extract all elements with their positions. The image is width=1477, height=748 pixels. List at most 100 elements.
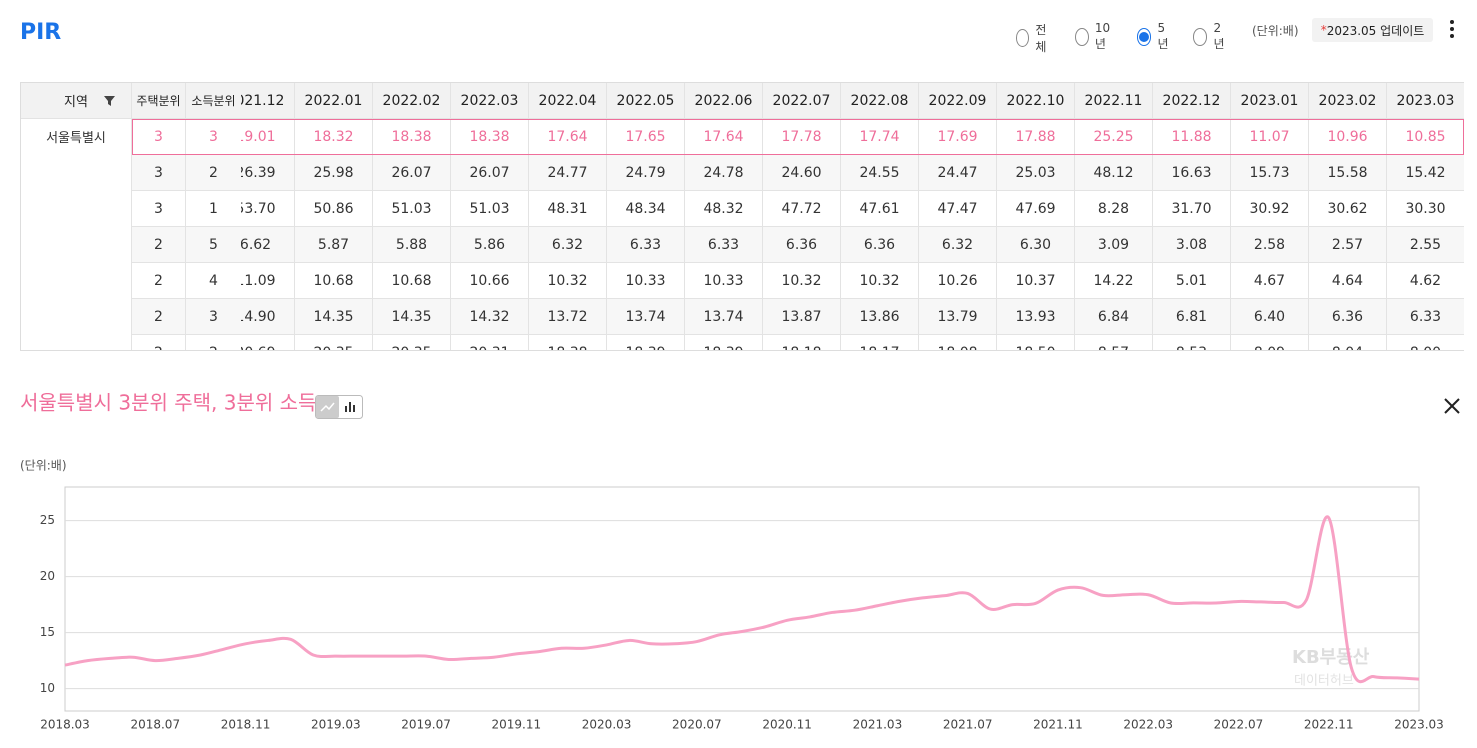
value-cell: 6.32 — [919, 227, 997, 263]
value-cell: 14.22 — [1075, 263, 1153, 299]
period-radio[interactable]: 2년 — [1193, 21, 1228, 52]
watermark: 데이터허브 — [1294, 674, 1354, 689]
value-cell: 48.12 — [1075, 155, 1153, 191]
value-cell: 14.35 — [373, 299, 451, 335]
value-cell: 6.36 — [841, 227, 919, 263]
value-cell: 4.62 — [1387, 263, 1464, 299]
house-cell: 2 — [132, 335, 186, 350]
y-tick-label: 25 — [40, 513, 55, 527]
value-cell: 17.64 — [529, 119, 607, 155]
radio-circle — [1137, 27, 1152, 46]
value-cell: 11.07 — [1231, 119, 1309, 155]
value-cell: 24.55 — [841, 155, 919, 191]
value-cell: 10.37 — [997, 263, 1075, 299]
house-cell: 2 — [132, 227, 186, 263]
value-cell: 48.31 — [529, 191, 607, 227]
x-tick-label: 2021.11 — [1033, 718, 1083, 732]
x-tick-label: 2019.11 — [492, 718, 542, 732]
header-income: 소득분위 — [186, 83, 241, 119]
value-cell: 8.09 — [1231, 335, 1309, 350]
value-cell: 18.50 — [997, 335, 1075, 350]
value-cell: 14.32 — [451, 299, 529, 335]
value-cell: 6.33 — [607, 227, 685, 263]
value-cell: 14.90 — [241, 299, 295, 335]
radio-label: 10년 — [1094, 21, 1111, 51]
value-cell: 2.55 — [1387, 227, 1464, 263]
value-cell: 18.32 — [295, 119, 373, 155]
chart-type-toggle[interactable] — [315, 395, 363, 419]
period-radio[interactable]: 전체 — [1016, 21, 1051, 55]
header-month: 2022.07 — [763, 83, 841, 119]
header-month: 2022.11 — [1075, 83, 1153, 119]
value-cell: 8.28 — [1075, 191, 1153, 227]
value-cell: 10.26 — [919, 263, 997, 299]
value-cell: 25.98 — [295, 155, 373, 191]
value-cell: 30.62 — [1309, 191, 1387, 227]
value-cell: 26.07 — [451, 155, 529, 191]
header-month: 2022.08 — [841, 83, 919, 119]
data-line — [64, 515, 1420, 684]
value-cell: 26.39 — [241, 155, 295, 191]
value-cell: 20.35 — [373, 335, 451, 350]
value-cell: 11.88 — [1153, 119, 1231, 155]
value-cell: 48.34 — [607, 191, 685, 227]
value-cell: 6.33 — [1387, 299, 1464, 335]
value-cell: 53.70 — [241, 191, 295, 227]
house-cell: 3 — [132, 191, 186, 227]
value-cell: 10.32 — [841, 263, 919, 299]
value-cell: 11.09 — [241, 263, 295, 299]
value-cell: 8.57 — [1075, 335, 1153, 350]
value-cell: 2.58 — [1231, 227, 1309, 263]
value-cell: 8.00 — [1387, 335, 1464, 350]
radio-label: 5년 — [1157, 21, 1169, 51]
value-cell: 16.63 — [1153, 155, 1231, 191]
value-cell: 17.88 — [997, 119, 1075, 155]
value-cell: 26.07 — [373, 155, 451, 191]
value-cell: 24.60 — [763, 155, 841, 191]
value-cell: 5.01 — [1153, 263, 1231, 299]
x-tick-label: 2022.03 — [1123, 718, 1173, 732]
period-radio[interactable]: 5년 — [1137, 21, 1172, 52]
chart: 서울특별시 3분위 주택, 3분위 소득 (단위:배) 10 15 20 25 2018… — [20, 391, 1460, 732]
value-cell: 6.62 — [241, 227, 295, 263]
x-tick-label: 2019.03 — [311, 718, 361, 732]
filter-icon[interactable] — [103, 95, 117, 107]
value-cell: 4.64 — [1309, 263, 1387, 299]
value-cell: 30.30 — [1387, 191, 1464, 227]
value-cell: 6.32 — [529, 227, 607, 263]
value-cell: 17.78 — [763, 119, 841, 155]
radio-circle — [1193, 27, 1208, 46]
value-cell: 18.17 — [841, 335, 919, 350]
income-cell: 1 — [186, 191, 241, 227]
value-cell: 5.88 — [373, 227, 451, 263]
value-cell: 17.69 — [919, 119, 997, 155]
more-menu[interactable] — [1444, 18, 1460, 40]
value-cell: 18.18 — [763, 335, 841, 350]
x-tick-label: 2022.07 — [1214, 718, 1264, 732]
value-cell: 6.81 — [1153, 299, 1231, 335]
x-tick-label: 2018.03 — [40, 718, 90, 732]
page-title: PIR — [20, 20, 62, 45]
radio-circle — [1016, 29, 1030, 47]
value-cell: 13.93 — [997, 299, 1075, 335]
value-cell: 6.84 — [1075, 299, 1153, 335]
value-cell: 5.86 — [451, 227, 529, 263]
value-cell: 13.79 — [919, 299, 997, 335]
close-button[interactable] — [1444, 398, 1460, 414]
table-scroll: 2021.122022.012022.022022.032022.042022.… — [241, 83, 1464, 350]
header-text: 지역 — [64, 95, 88, 110]
update-text: 2023.05 업데이트 — [1326, 23, 1425, 38]
radio-label: 2년 — [1213, 21, 1225, 51]
house-cell: 2 — [132, 263, 186, 299]
unit: (단위:배) — [1252, 24, 1299, 38]
value-cell: 51.03 — [373, 191, 451, 227]
header-house: 주택분위 — [132, 83, 186, 119]
value-cell: 18.39 — [607, 335, 685, 350]
x-tick-label: 2022.11 — [1304, 718, 1354, 732]
x-tick-label: 2018.11 — [221, 718, 271, 732]
value-cell: 4.67 — [1231, 263, 1309, 299]
period-radio[interactable]: 10년 — [1075, 21, 1114, 52]
chart-title: 서울특별시 3분위 주택, 3분위 소득 — [20, 391, 316, 415]
header-month: 2022.06 — [685, 83, 763, 119]
